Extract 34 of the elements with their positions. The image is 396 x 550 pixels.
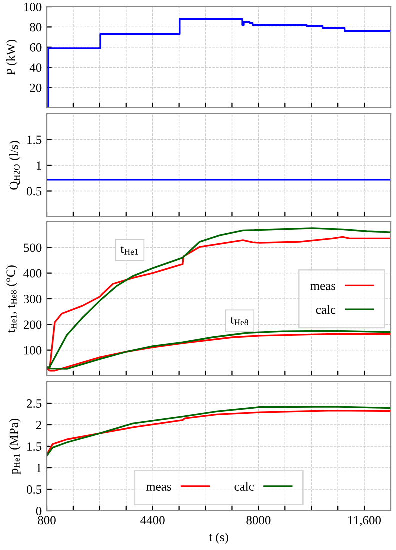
legend-label: meas	[310, 284, 336, 290]
legend-label: calc	[316, 305, 336, 314]
y-tick-label: 2.5	[27, 400, 42, 408]
annotation: t$_{He1}$	[120, 246, 138, 255]
y-tick-label: 100	[24, 3, 42, 12]
legend-label: calc	[234, 482, 254, 491]
y-axis-title: P (kW)	[6, 40, 18, 76]
y-tick-label: 60	[30, 43, 42, 52]
y-tick-label: 1.5	[28, 442, 42, 452]
x-tick-label: 800	[38, 516, 56, 525]
y-tick-label: 400	[24, 269, 42, 278]
x-tick-label: 11,600	[348, 516, 382, 526]
y-tick-label: 0	[36, 507, 42, 516]
annotation: t$_{He8}$	[230, 316, 248, 326]
y-tick-label: 0.5	[26, 187, 42, 196]
y-tick-label: 40	[30, 64, 42, 72]
y-tick-label: 1	[36, 464, 42, 472]
y-tick-label: 1.5	[28, 136, 42, 144]
y-tick-label: 100	[24, 346, 42, 355]
x-axis-title: t (s)	[209, 532, 228, 544]
y-tick-label: 500	[24, 244, 42, 252]
y-tick-label: 300	[24, 295, 42, 304]
y-tick-label: 0.5	[26, 486, 42, 494]
y-tick-label: 1	[36, 162, 42, 170]
y-axis-title: p$_{He1}$ (MPa)	[9, 418, 21, 474]
y-tick-label: 2	[36, 421, 42, 430]
y-tick-label: 20	[30, 84, 42, 92]
x-tick-label: 8000	[246, 516, 271, 525]
y-axis-title: Q$_{H2O}$ (l/s)	[9, 141, 21, 190]
y-tick-label: 80	[30, 23, 42, 32]
legend-label: meas	[146, 484, 172, 491]
x-tick-label: 4400	[140, 516, 165, 525]
y-axis-title: t$_{He1}$, t$_{He8}$ (°C)	[6, 266, 18, 333]
y-tick-label: 200	[24, 320, 42, 330]
